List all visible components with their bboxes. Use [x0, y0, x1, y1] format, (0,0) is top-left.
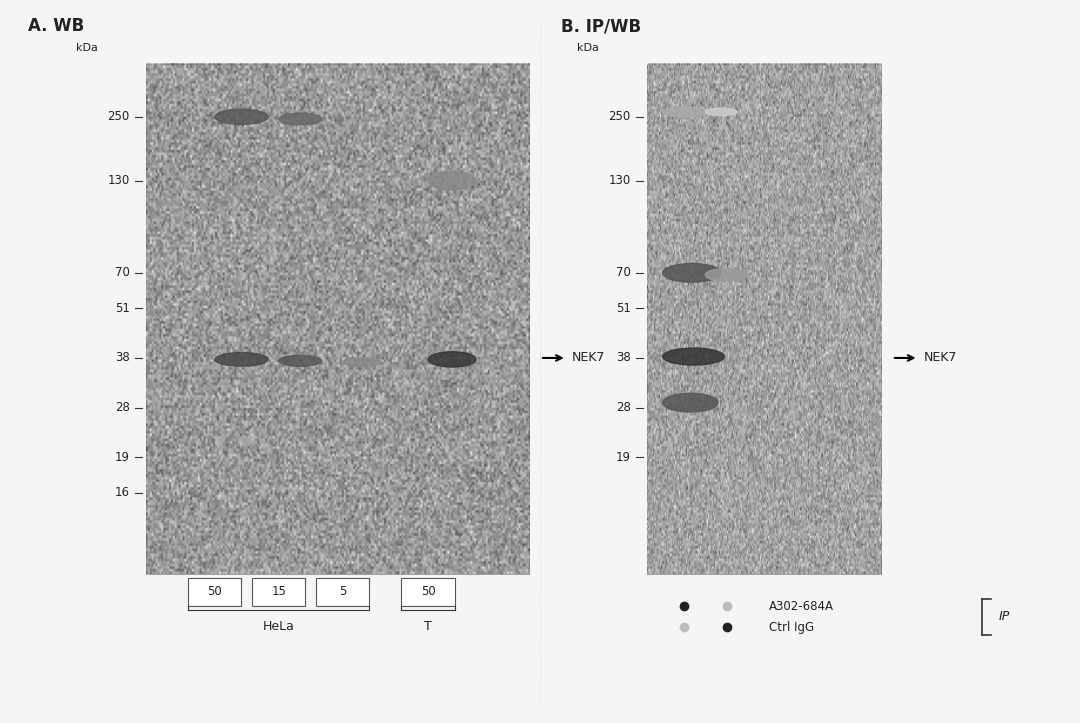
Text: T: T: [424, 620, 432, 633]
Text: B. IP/WB: B. IP/WB: [562, 17, 642, 35]
Text: 51: 51: [616, 301, 631, 315]
Ellipse shape: [663, 263, 721, 282]
Text: 19: 19: [616, 450, 631, 463]
Ellipse shape: [215, 109, 268, 124]
Text: NEK7: NEK7: [923, 351, 957, 364]
Text: 5: 5: [339, 586, 347, 599]
Text: 70: 70: [616, 266, 631, 279]
Bar: [146, 64, 529, 574]
Text: 70: 70: [114, 266, 130, 279]
Bar: [252, 578, 306, 606]
Text: 15: 15: [271, 586, 286, 599]
Ellipse shape: [279, 355, 322, 367]
Ellipse shape: [215, 353, 268, 366]
Bar: [647, 64, 881, 574]
Text: IP: IP: [998, 610, 1010, 623]
Text: 28: 28: [616, 401, 631, 414]
Ellipse shape: [663, 393, 718, 412]
Text: 51: 51: [114, 301, 130, 315]
Ellipse shape: [705, 108, 738, 116]
Text: 50: 50: [207, 586, 222, 599]
Ellipse shape: [279, 113, 322, 125]
Text: 16: 16: [114, 486, 130, 499]
Text: kDa: kDa: [76, 43, 98, 53]
Text: 19: 19: [114, 450, 130, 463]
Bar: [316, 578, 369, 606]
Ellipse shape: [663, 107, 705, 117]
Text: 130: 130: [107, 174, 130, 187]
Text: 28: 28: [114, 401, 130, 414]
Text: 38: 38: [114, 351, 130, 364]
Text: 130: 130: [608, 174, 631, 187]
Ellipse shape: [705, 269, 747, 281]
Text: A. WB: A. WB: [28, 17, 84, 35]
Text: Ctrl IgG: Ctrl IgG: [769, 621, 814, 634]
Text: 250: 250: [107, 111, 130, 124]
Ellipse shape: [428, 351, 476, 367]
Text: NEK7: NEK7: [572, 351, 606, 364]
Text: kDa: kDa: [577, 43, 599, 53]
Text: HeLa: HeLa: [262, 620, 295, 633]
Ellipse shape: [663, 348, 725, 365]
Ellipse shape: [428, 171, 476, 190]
Bar: [188, 578, 242, 606]
Text: A302-684A: A302-684A: [769, 599, 834, 612]
Text: 38: 38: [616, 351, 631, 364]
Ellipse shape: [342, 358, 380, 367]
Text: 250: 250: [608, 111, 631, 124]
Text: 50: 50: [421, 586, 435, 599]
Bar: [402, 578, 455, 606]
